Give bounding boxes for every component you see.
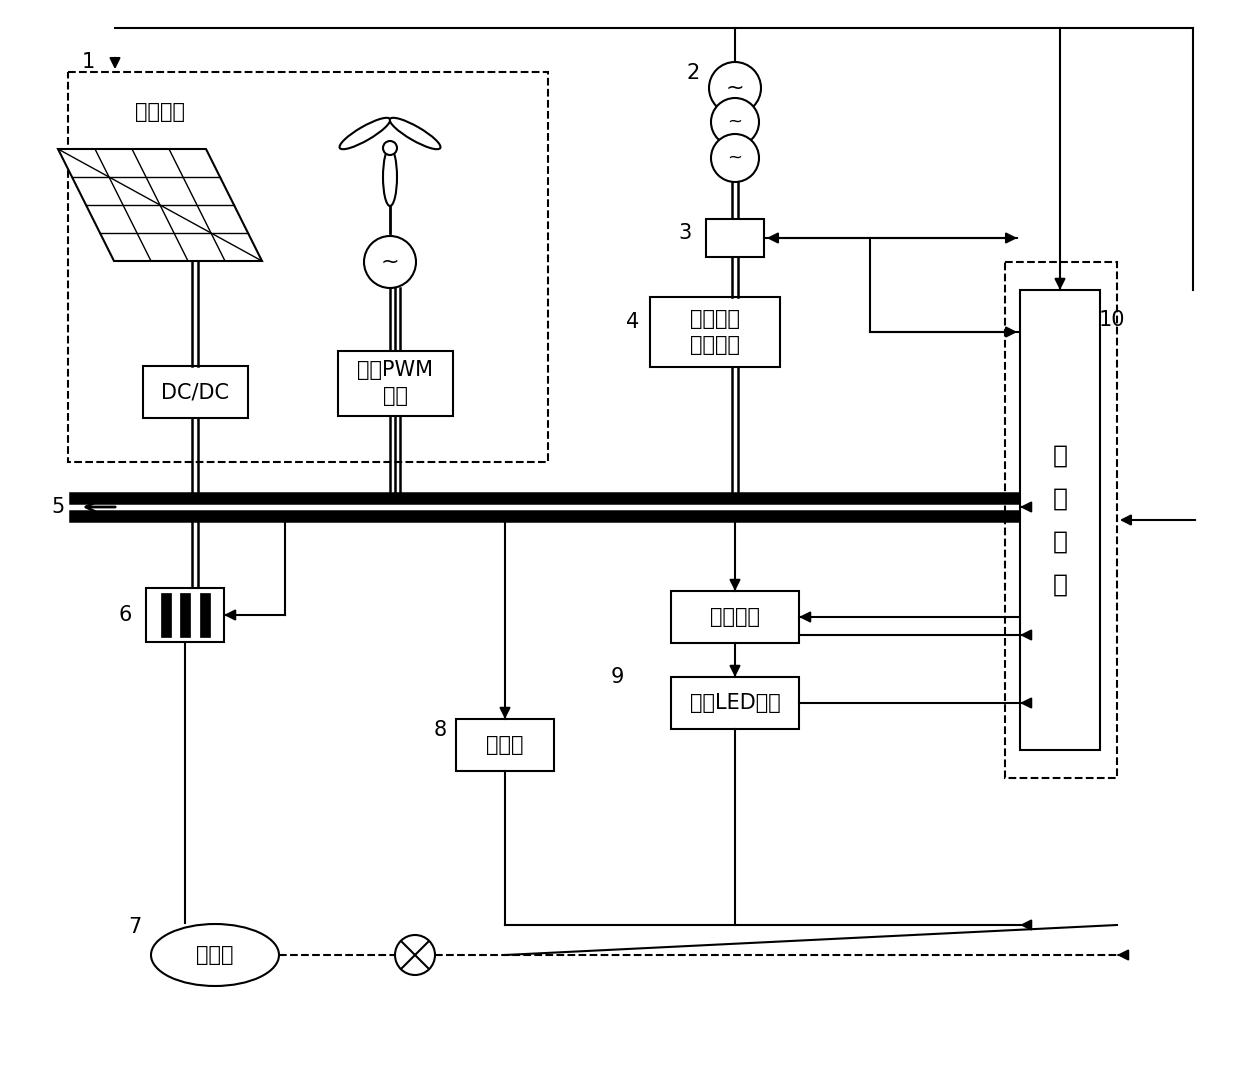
Ellipse shape (151, 924, 279, 986)
Bar (337, 350, 453, 415)
Bar (1004, 262, 1117, 778)
Text: 恒流模块: 恒流模块 (711, 607, 760, 627)
Circle shape (383, 141, 397, 155)
Circle shape (396, 935, 435, 975)
Text: 城市LED路灯: 城市LED路灯 (689, 693, 780, 713)
Bar (706, 219, 764, 257)
Text: 双向电能
转换模块: 双向电能 转换模块 (689, 308, 740, 355)
Text: ~: ~ (728, 149, 743, 167)
Text: 4: 4 (626, 312, 640, 332)
Bar (650, 298, 780, 367)
Text: 8: 8 (434, 720, 446, 740)
Text: ~: ~ (725, 78, 744, 98)
Text: 10: 10 (1099, 310, 1125, 330)
Circle shape (711, 134, 759, 182)
Text: 5: 5 (51, 497, 64, 517)
Bar (456, 719, 554, 771)
Ellipse shape (340, 118, 391, 149)
Text: 7: 7 (129, 917, 141, 937)
Circle shape (365, 236, 415, 288)
Text: 三相PWM
整流: 三相PWM 整流 (357, 360, 433, 406)
Bar (200, 593, 210, 637)
Text: 1: 1 (82, 52, 94, 72)
Text: ~: ~ (381, 252, 399, 272)
Bar (671, 677, 799, 729)
Text: 6: 6 (118, 605, 131, 625)
Bar (180, 593, 190, 637)
Text: DC/DC: DC/DC (161, 382, 229, 402)
Polygon shape (58, 149, 262, 261)
Bar (1021, 290, 1100, 750)
Text: 储氢罐: 储氢罐 (196, 945, 234, 965)
Bar (68, 72, 548, 462)
Text: 2: 2 (687, 63, 699, 83)
Text: 光伏组件: 光伏组件 (135, 102, 185, 122)
Text: 充电桩: 充电桩 (486, 735, 523, 755)
Text: 9: 9 (610, 667, 624, 687)
Bar (143, 367, 248, 418)
Text: 3: 3 (678, 223, 692, 243)
Circle shape (711, 98, 759, 146)
Bar (671, 591, 799, 642)
Bar (160, 593, 171, 637)
Circle shape (709, 63, 761, 114)
Ellipse shape (383, 148, 397, 206)
Text: 控
制
模
块: 控 制 模 块 (1053, 443, 1068, 596)
Ellipse shape (389, 118, 440, 149)
Text: ~: ~ (728, 113, 743, 132)
Bar (146, 588, 224, 642)
